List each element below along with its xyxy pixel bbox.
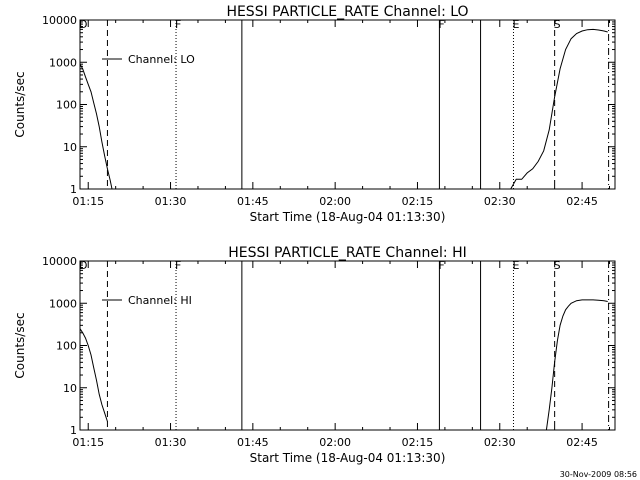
y-tick-label: 100 xyxy=(56,340,77,353)
event-marker-label: D xyxy=(79,259,87,272)
x-tick-label: 02:00 xyxy=(319,436,351,449)
y-tick-label: 10000 xyxy=(42,14,77,27)
chart-title: HESSI PARTICLE_RATE Channel: HI xyxy=(228,245,466,261)
x-tick-label: 01:15 xyxy=(72,436,104,449)
y-axis-label: Counts/sec xyxy=(13,312,27,378)
y-tick-label: 10 xyxy=(63,382,77,395)
legend-label: Channel: HI xyxy=(128,294,192,307)
series-line xyxy=(79,63,113,190)
chart-title: HESSI PARTICLE_RATE Channel: LO xyxy=(226,4,468,20)
x-tick-label: 01:45 xyxy=(237,436,269,449)
footer-timestamp: 30-Nov-2009 08:56 xyxy=(560,470,637,479)
event-marker-label: F xyxy=(175,18,181,31)
legend-label: Channel: LO xyxy=(128,53,195,66)
y-tick-label: 1 xyxy=(70,183,77,196)
x-tick-label: 01:30 xyxy=(155,195,187,208)
x-axis-label: Start Time (18-Aug-04 01:13:30) xyxy=(250,451,446,465)
y-tick-label: 10 xyxy=(63,141,77,154)
x-axis-label: Start Time (18-Aug-04 01:13:30) xyxy=(250,210,446,224)
y-axis-label: Counts/sec xyxy=(13,71,27,137)
chart-panel-lo: HESSI PARTICLE_RATE Channel: LO 1 10 100 100… xyxy=(13,4,616,224)
plot-frame xyxy=(79,260,616,431)
event-marker-label: F xyxy=(175,259,181,272)
y-tick-label: 1 xyxy=(70,424,77,437)
plot-frame xyxy=(79,19,616,190)
event-marker-label: F xyxy=(438,259,444,272)
y-tick-label: 10000 xyxy=(42,255,77,268)
x-tick-label: 01:15 xyxy=(72,195,104,208)
x-tick-label: 02:45 xyxy=(566,436,598,449)
x-tick-label: 02:45 xyxy=(566,195,598,208)
x-tick-label: 02:30 xyxy=(484,436,516,449)
x-tick-label: 01:45 xyxy=(237,195,269,208)
y-tick-label: 1000 xyxy=(49,56,77,69)
x-tick-label: 02:00 xyxy=(319,195,351,208)
event-marker-label: S xyxy=(554,18,561,31)
event-marker-label: F xyxy=(438,18,444,31)
event-marker-label: E xyxy=(512,259,519,272)
event-marker-label: S xyxy=(554,259,561,272)
event-marker-label: D xyxy=(79,18,87,31)
x-tick-label: 02:15 xyxy=(402,436,434,449)
event-marker-label: E xyxy=(512,18,519,31)
y-tick-label: 1000 xyxy=(49,297,77,310)
series-line xyxy=(510,28,608,190)
x-tick-label: 01:30 xyxy=(155,436,187,449)
x-tick-label: 02:30 xyxy=(484,195,516,208)
series-line xyxy=(545,299,608,431)
series-line xyxy=(79,328,108,422)
chart-panel-hi: HESSI PARTICLE_RATE Channel: HI 1 10 100 100… xyxy=(13,245,616,465)
x-tick-label: 02:15 xyxy=(402,195,434,208)
y-tick-label: 100 xyxy=(56,99,77,112)
